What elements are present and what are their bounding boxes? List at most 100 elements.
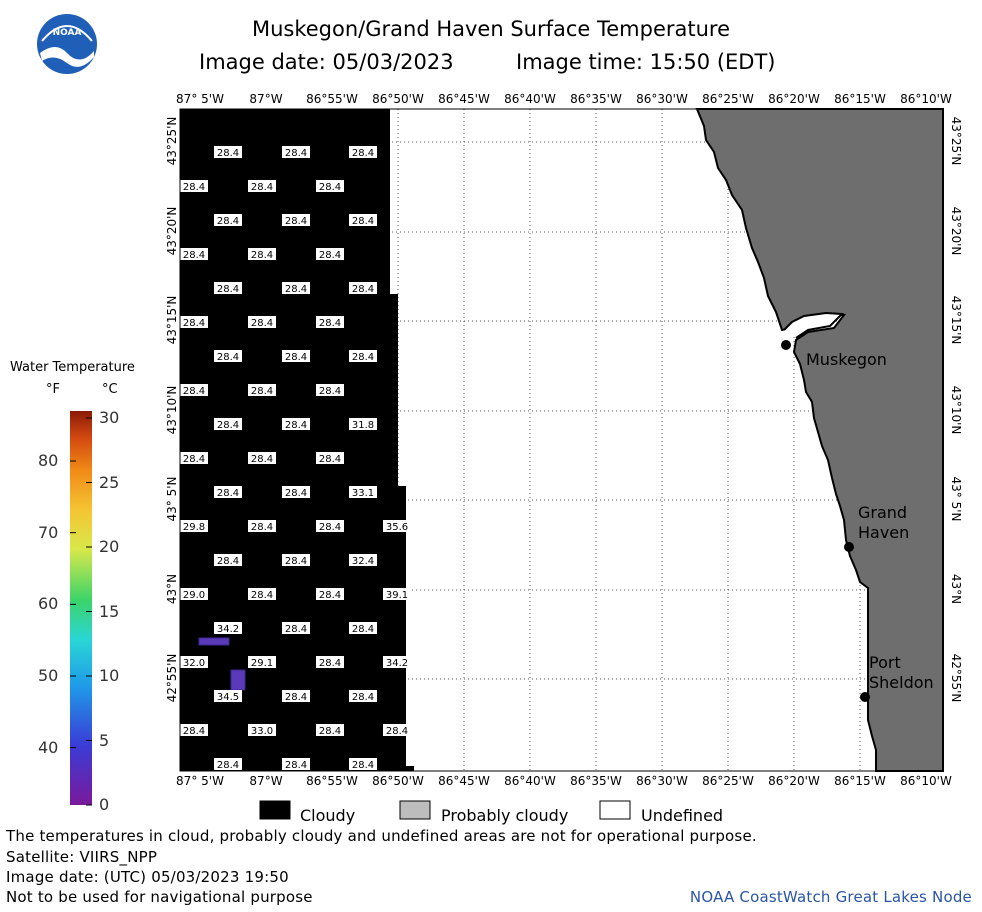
temp-label-box <box>349 350 377 362</box>
temp-label-box <box>180 656 208 668</box>
footer-nav-warning: Not to be used for navigational purpose <box>6 888 313 906</box>
warm-pixel-patch <box>230 669 246 691</box>
temp-label-box <box>248 520 276 532</box>
temp-label: 28.4 <box>349 758 377 771</box>
temp-value: 28.4 <box>251 454 273 465</box>
temp-label: 28.4 <box>180 316 208 329</box>
temp-label: 28.4 <box>349 214 377 227</box>
temp-label: 28.4 <box>248 452 276 465</box>
temp-label-box <box>316 452 344 464</box>
temp-value: 35.6 <box>386 522 408 533</box>
temp-label: 28.4 <box>349 350 377 363</box>
temp-value: 28.4 <box>285 148 307 159</box>
temp-value: 28.4 <box>285 216 307 227</box>
lat-label-right: 43° 5'N <box>949 476 963 522</box>
temp-value: 28.4 <box>183 182 205 193</box>
temp-label: 28.4 <box>248 384 276 397</box>
temp-label: 34.5 <box>214 690 242 703</box>
temp-value: 28.4 <box>319 454 341 465</box>
temp-label-box <box>316 724 344 736</box>
temp-label: 28.4 <box>316 384 344 397</box>
temp-label-box <box>316 656 344 668</box>
map-title: Muskegon/Grand Haven Surface Temperature <box>251 17 731 41</box>
temp-label: 28.4 <box>214 418 242 431</box>
temp-label-box <box>214 554 242 566</box>
temp-label: 29.1 <box>248 656 276 669</box>
colorbar-unit-c: °C <box>102 382 118 397</box>
temp-label-box <box>282 690 310 702</box>
temp-label-box <box>180 248 208 260</box>
temp-label: 29.8 <box>180 520 208 533</box>
temp-label: 28.4 <box>214 350 242 363</box>
lon-label-bottom: 87°W <box>249 774 283 788</box>
temp-value: 28.4 <box>251 250 273 261</box>
temp-label: 28.4 <box>248 248 276 261</box>
temp-label: 28.4 <box>316 724 344 737</box>
colorbar-label-c: 5 <box>99 730 110 750</box>
temp-label-box <box>282 146 310 158</box>
temp-label-box <box>349 622 377 634</box>
footer-satellite: Satellite: VIIRS_NPP <box>6 848 158 866</box>
lon-label-bottom: 86°25'W <box>702 774 754 788</box>
temp-label: 28.4 <box>180 384 208 397</box>
temp-label: 28.4 <box>349 622 377 635</box>
temp-label-box <box>349 690 377 702</box>
temp-label-box <box>214 214 242 226</box>
lon-label-top: 87°W <box>249 92 283 106</box>
temp-label: 28.4 <box>282 214 310 227</box>
lat-label-right: 43°15'N <box>949 295 963 345</box>
image-date: Image date: 05/03/2023 <box>199 50 454 74</box>
muskegon-lake <box>783 311 845 339</box>
temp-value: 28.4 <box>285 352 307 363</box>
lon-label-top: 86°50'W <box>372 92 424 106</box>
lat-label-left: 43° 5'N <box>165 476 179 522</box>
lat-label-right: 43°25'N <box>949 116 963 166</box>
colorbar-title: Water Temperature <box>10 360 135 375</box>
temp-label: 34.2 <box>214 622 242 635</box>
temp-value: 28.4 <box>285 556 307 567</box>
temp-value: 28.4 <box>319 386 341 397</box>
temp-value: 28.4 <box>319 726 341 737</box>
temp-label: 28.4 <box>214 282 242 295</box>
lon-label-bottom: 86°15'W <box>834 774 886 788</box>
temp-label-box <box>383 588 411 600</box>
temp-label: 28.4 <box>180 452 208 465</box>
colorbar-label-f: 80 <box>38 451 59 470</box>
temp-label-box <box>180 180 208 192</box>
temp-label: 28.4 <box>349 690 377 703</box>
temp-label-box <box>349 418 377 430</box>
temp-label-box <box>180 384 208 396</box>
place-label-line: Haven <box>858 523 910 542</box>
temp-label-box <box>383 724 411 736</box>
colorbar-label-c: 30 <box>99 408 120 427</box>
temp-value: 28.4 <box>285 624 307 635</box>
lon-label-top: 86°15'W <box>834 92 886 106</box>
temp-value: 28.4 <box>285 488 307 499</box>
temp-label: 28.4 <box>282 350 310 363</box>
legend-cloudy: Cloudy <box>300 806 356 825</box>
temp-value: 28.4 <box>319 658 341 669</box>
colorbar-label-f: 40 <box>38 737 59 757</box>
lon-label-bottom: 87° 5'W <box>176 774 224 788</box>
temp-label: 28.4 <box>248 520 276 533</box>
temp-label: 35.6 <box>383 520 411 533</box>
temp-value: 28.4 <box>352 624 374 635</box>
temp-label: 32.4 <box>349 554 377 567</box>
temp-label: 28.4 <box>282 690 310 703</box>
temp-label-box <box>316 248 344 260</box>
temp-label-box <box>349 146 377 158</box>
port-sheldon-marker <box>860 692 870 702</box>
temp-value: 32.0 <box>183 658 205 669</box>
temp-value: 28.4 <box>319 182 341 193</box>
temp-value: 28.4 <box>285 284 307 295</box>
temp-label: 28.4 <box>214 486 242 499</box>
temp-value: 33.0 <box>251 726 273 737</box>
temp-label: 28.4 <box>180 248 208 261</box>
temp-value: 28.4 <box>217 216 239 227</box>
temp-label-box <box>214 350 242 362</box>
colorbar-label-f: 60 <box>38 594 59 614</box>
temp-label-box <box>316 588 344 600</box>
temp-label-box <box>383 520 411 532</box>
colorbar-unit-f: °F <box>46 382 60 397</box>
